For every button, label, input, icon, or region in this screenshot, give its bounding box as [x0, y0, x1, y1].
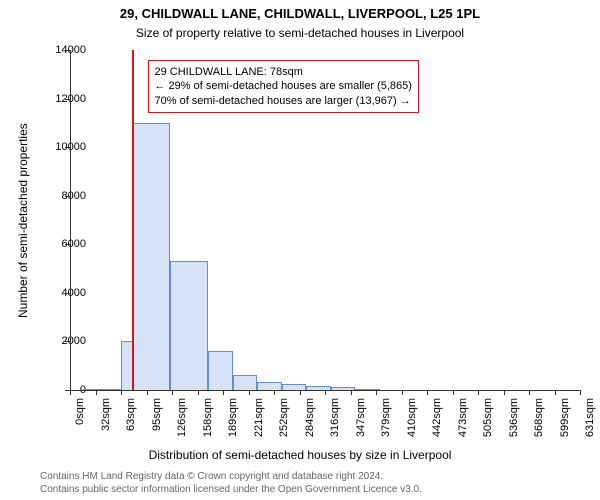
annotation-box: 29 CHILDWALL LANE: 78sqm ← 29% of semi-d…	[148, 60, 419, 113]
attribution-line2: Contains public sector information licen…	[40, 484, 560, 497]
x-tick-mark	[580, 390, 581, 395]
x-tick-mark	[274, 390, 275, 395]
annotation-line3: 70% of semi-detached houses are larger (…	[155, 94, 412, 108]
annotation-line2: ← 29% of semi-detached houses are smalle…	[155, 79, 412, 93]
histogram-bar	[170, 261, 208, 390]
x-tick-mark	[198, 390, 199, 395]
property-marker-line	[132, 50, 134, 390]
plot-area: 29 CHILDWALL LANE: 78sqm ← 29% of semi-d…	[70, 50, 581, 391]
histogram-bar	[257, 382, 281, 391]
x-tick-mark	[376, 390, 377, 395]
x-tick-mark	[249, 390, 250, 395]
x-tick-mark	[478, 390, 479, 395]
x-tick-mark	[147, 390, 148, 395]
x-tick-mark	[351, 390, 352, 395]
histogram-bar	[133, 123, 171, 390]
y-axis-label: Number of semi-detached properties	[16, 123, 30, 318]
x-tick-mark	[427, 390, 428, 395]
x-tick-mark	[325, 390, 326, 395]
histogram-bar	[306, 386, 330, 390]
histogram-bar	[233, 375, 257, 390]
x-tick-mark	[223, 390, 224, 395]
histogram-bar	[83, 389, 121, 390]
attribution-line1: Contains HM Land Registry data © Crown c…	[40, 471, 560, 484]
x-tick-mark	[555, 390, 556, 395]
x-axis-label: Distribution of semi-detached houses by …	[0, 448, 600, 462]
attribution-text: Contains HM Land Registry data © Crown c…	[40, 471, 560, 496]
x-tick-mark	[529, 390, 530, 395]
chart-title: 29, CHILDWALL LANE, CHILDWALL, LIVERPOOL…	[0, 6, 600, 21]
x-tick-mark	[70, 390, 71, 395]
x-tick-mark	[300, 390, 301, 395]
histogram-bar	[208, 351, 232, 390]
annotation-line1: 29 CHILDWALL LANE: 78sqm	[155, 65, 412, 79]
x-tick-mark	[453, 390, 454, 395]
x-tick-mark	[96, 390, 97, 395]
x-tick-mark	[504, 390, 505, 395]
chart-container: 29, CHILDWALL LANE, CHILDWALL, LIVERPOOL…	[0, 0, 600, 500]
x-tick-mark	[121, 390, 122, 395]
chart-subtitle: Size of property relative to semi-detach…	[0, 26, 600, 40]
histogram-bar	[282, 384, 306, 390]
x-tick-mark	[172, 390, 173, 395]
x-tick-mark	[402, 390, 403, 395]
